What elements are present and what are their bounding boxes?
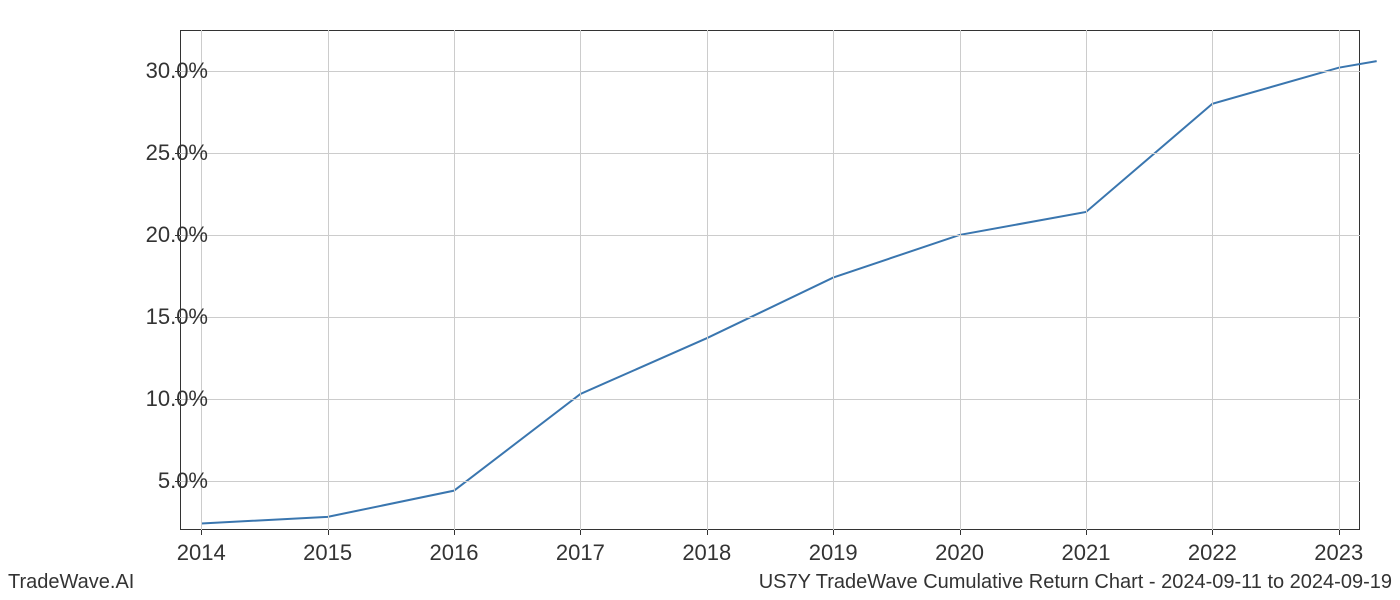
x-tick-mark	[833, 530, 834, 535]
grid-line-vertical	[833, 30, 834, 530]
grid-line-horizontal	[180, 235, 1360, 236]
grid-line-horizontal	[180, 399, 1360, 400]
grid-line-vertical	[1086, 30, 1087, 530]
grid-line-vertical	[201, 30, 202, 530]
x-tick-mark	[454, 530, 455, 535]
grid-line-horizontal	[180, 481, 1360, 482]
x-tick-mark	[960, 530, 961, 535]
y-tick-label: 30.0%	[146, 58, 208, 84]
x-tick-mark	[580, 530, 581, 535]
x-tick-label: 2022	[1188, 540, 1237, 566]
x-tick-label: 2023	[1314, 540, 1363, 566]
grid-line-horizontal	[180, 317, 1360, 318]
x-tick-mark	[201, 530, 202, 535]
y-tick-label: 20.0%	[146, 222, 208, 248]
footer-left-brand: TradeWave.AI	[8, 571, 134, 594]
x-tick-label: 2021	[1061, 540, 1110, 566]
grid-line-vertical	[1212, 30, 1213, 530]
x-tick-mark	[1212, 530, 1213, 535]
y-tick-label: 15.0%	[146, 304, 208, 330]
y-tick-label: 5.0%	[158, 468, 208, 494]
grid-line-vertical	[580, 30, 581, 530]
x-tick-label: 2017	[556, 540, 605, 566]
x-tick-label: 2019	[809, 540, 858, 566]
y-tick-label: 10.0%	[146, 386, 208, 412]
line-chart-svg	[180, 30, 1360, 530]
y-tick-label: 25.0%	[146, 140, 208, 166]
footer-right-caption: US7Y TradeWave Cumulative Return Chart -…	[759, 571, 1392, 594]
x-tick-mark	[328, 530, 329, 535]
grid-line-horizontal	[180, 153, 1360, 154]
grid-line-vertical	[707, 30, 708, 530]
x-tick-label: 2020	[935, 540, 984, 566]
x-tick-label: 2015	[303, 540, 352, 566]
grid-line-horizontal	[180, 71, 1360, 72]
x-tick-mark	[707, 530, 708, 535]
grid-line-vertical	[1339, 30, 1340, 530]
x-tick-label: 2014	[177, 540, 226, 566]
grid-line-vertical	[454, 30, 455, 530]
x-tick-label: 2016	[430, 540, 479, 566]
x-tick-label: 2018	[682, 540, 731, 566]
x-tick-mark	[1339, 530, 1340, 535]
grid-line-vertical	[328, 30, 329, 530]
x-tick-mark	[1086, 530, 1087, 535]
chart-plot-area	[180, 30, 1360, 530]
grid-line-vertical	[960, 30, 961, 530]
